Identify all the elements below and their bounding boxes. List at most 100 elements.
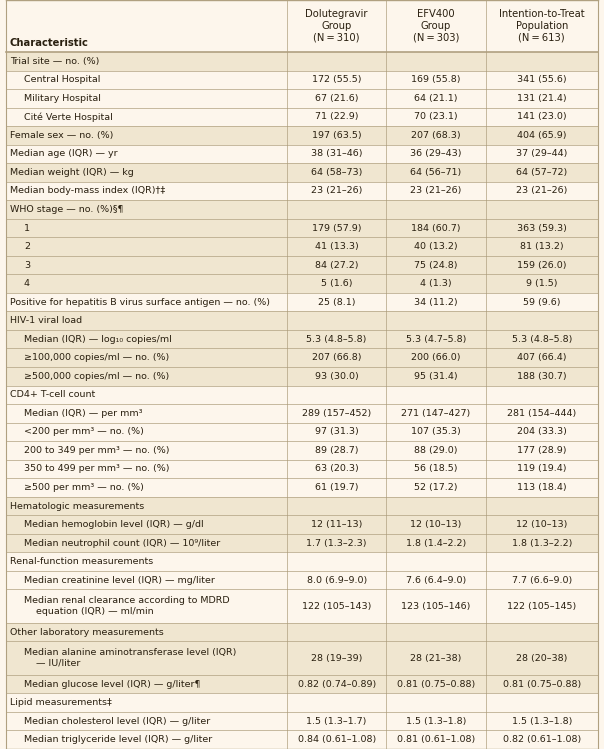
- Bar: [6, 70, 598, 89]
- Text: 0.81 (0.75–0.88): 0.81 (0.75–0.88): [397, 679, 475, 688]
- Text: 52 (17.2): 52 (17.2): [414, 483, 458, 492]
- Text: 1.7 (1.3–2.3): 1.7 (1.3–2.3): [306, 539, 367, 548]
- Text: Median (IQR) — per mm³: Median (IQR) — per mm³: [24, 409, 143, 418]
- Bar: [6, 348, 598, 367]
- Text: 122 (105–145): 122 (105–145): [507, 601, 576, 610]
- Text: 363 (59.3): 363 (59.3): [517, 223, 567, 232]
- Text: 23 (21–26): 23 (21–26): [516, 187, 567, 195]
- Text: 89 (28.7): 89 (28.7): [315, 446, 358, 455]
- Bar: [6, 386, 598, 404]
- Bar: [6, 52, 598, 70]
- Text: 4: 4: [24, 279, 30, 288]
- Text: 37 (29–44): 37 (29–44): [516, 149, 567, 159]
- Bar: [6, 497, 598, 515]
- Text: 12 (10–13): 12 (10–13): [410, 520, 461, 529]
- Bar: [6, 145, 598, 163]
- Text: ≥500,000 copies/ml — no. (%): ≥500,000 copies/ml — no. (%): [24, 372, 169, 380]
- Text: 28 (21–38): 28 (21–38): [410, 654, 461, 663]
- Text: 113 (18.4): 113 (18.4): [517, 483, 567, 492]
- Bar: [6, 478, 598, 497]
- Text: 141 (23.0): 141 (23.0): [517, 112, 567, 121]
- Text: 2: 2: [24, 242, 30, 251]
- Text: Median age (IQR) — yr: Median age (IQR) — yr: [10, 149, 118, 159]
- Text: Female sex — no. (%): Female sex — no. (%): [10, 131, 114, 140]
- Text: 271 (147–427): 271 (147–427): [401, 409, 471, 418]
- Bar: [6, 441, 598, 460]
- Text: 75 (24.8): 75 (24.8): [414, 261, 458, 270]
- Text: 107 (35.3): 107 (35.3): [411, 428, 461, 437]
- Text: 84 (27.2): 84 (27.2): [315, 261, 358, 270]
- Text: 81 (13.2): 81 (13.2): [520, 242, 564, 251]
- Bar: [6, 641, 598, 675]
- Text: Military Hospital: Military Hospital: [24, 94, 101, 103]
- Text: Dolutegravir
Group
(N = 310): Dolutegravir Group (N = 310): [306, 10, 368, 43]
- Bar: [6, 367, 598, 386]
- Bar: [6, 404, 598, 422]
- Text: Positive for hepatitis B virus surface antigen — no. (%): Positive for hepatitis B virus surface a…: [10, 297, 270, 306]
- Text: 64 (58–73): 64 (58–73): [311, 168, 362, 177]
- Text: 0.81 (0.61–1.08): 0.81 (0.61–1.08): [397, 736, 475, 745]
- Text: 9 (1.5): 9 (1.5): [526, 279, 557, 288]
- Text: 131 (21.4): 131 (21.4): [517, 94, 567, 103]
- Text: 95 (31.4): 95 (31.4): [414, 372, 458, 380]
- Text: 122 (105–143): 122 (105–143): [302, 601, 371, 610]
- Text: Median creatinine level (IQR) — mg/liter: Median creatinine level (IQR) — mg/liter: [24, 576, 215, 585]
- Text: 169 (55.8): 169 (55.8): [411, 76, 460, 85]
- Bar: [6, 256, 598, 274]
- Bar: [6, 108, 598, 126]
- Text: 4 (1.3): 4 (1.3): [420, 279, 452, 288]
- Bar: [6, 330, 598, 348]
- Text: 41 (13.3): 41 (13.3): [315, 242, 359, 251]
- Text: 123 (105–146): 123 (105–146): [401, 601, 471, 610]
- Text: Hematologic measurements: Hematologic measurements: [10, 502, 144, 511]
- Text: Lipid measurements‡: Lipid measurements‡: [10, 698, 112, 707]
- Text: 12 (11–13): 12 (11–13): [311, 520, 362, 529]
- Text: 64 (56–71): 64 (56–71): [410, 168, 461, 177]
- Text: 5 (1.6): 5 (1.6): [321, 279, 352, 288]
- Text: 88 (29.0): 88 (29.0): [414, 446, 458, 455]
- Text: Median cholesterol level (IQR) — g/liter: Median cholesterol level (IQR) — g/liter: [24, 717, 210, 726]
- Text: 97 (31.3): 97 (31.3): [315, 428, 359, 437]
- Text: 34 (11.2): 34 (11.2): [414, 297, 458, 306]
- Bar: [6, 422, 598, 441]
- Bar: [6, 552, 598, 571]
- Text: 184 (60.7): 184 (60.7): [411, 223, 460, 232]
- Text: 0.84 (0.61–1.08): 0.84 (0.61–1.08): [298, 736, 376, 745]
- Bar: [6, 675, 598, 694]
- Text: Cité Verte Hospital: Cité Verte Hospital: [24, 112, 113, 121]
- Text: 1.8 (1.4–2.2): 1.8 (1.4–2.2): [406, 539, 466, 548]
- Text: Central Hospital: Central Hospital: [24, 76, 100, 85]
- Text: 281 (154–444): 281 (154–444): [507, 409, 576, 418]
- Text: 0.81 (0.75–0.88): 0.81 (0.75–0.88): [503, 679, 581, 688]
- Text: 188 (30.7): 188 (30.7): [517, 372, 567, 380]
- Text: 204 (33.3): 204 (33.3): [517, 428, 567, 437]
- Text: 119 (19.4): 119 (19.4): [517, 464, 567, 473]
- Text: 70 (23.1): 70 (23.1): [414, 112, 458, 121]
- Text: 1.5 (1.3–1.8): 1.5 (1.3–1.8): [406, 717, 466, 726]
- Text: 8.0 (6.9–9.0): 8.0 (6.9–9.0): [306, 576, 367, 585]
- Text: 1: 1: [24, 223, 30, 232]
- Bar: [6, 89, 598, 108]
- Bar: [6, 219, 598, 237]
- Text: CD4+ T-cell count: CD4+ T-cell count: [10, 390, 95, 399]
- Text: 1.5 (1.3–1.7): 1.5 (1.3–1.7): [306, 717, 367, 726]
- Text: 7.6 (6.4–9.0): 7.6 (6.4–9.0): [406, 576, 466, 585]
- Text: 67 (21.6): 67 (21.6): [315, 94, 358, 103]
- Text: 61 (19.7): 61 (19.7): [315, 483, 358, 492]
- Text: 159 (26.0): 159 (26.0): [517, 261, 567, 270]
- Text: 404 (65.9): 404 (65.9): [517, 131, 567, 140]
- Bar: [6, 293, 598, 312]
- Text: 93 (30.0): 93 (30.0): [315, 372, 359, 380]
- Bar: [6, 200, 598, 219]
- Bar: [6, 712, 598, 730]
- Bar: [6, 312, 598, 330]
- Text: 64 (57–72): 64 (57–72): [516, 168, 567, 177]
- Text: <200 per mm³ — no. (%): <200 per mm³ — no. (%): [24, 428, 144, 437]
- Text: 172 (55.5): 172 (55.5): [312, 76, 361, 85]
- Text: Median renal clearance according to MDRD
    equation (IQR) — ml/min: Median renal clearance according to MDRD…: [24, 596, 230, 616]
- Text: Median alanine aminotransferase level (IQR)
    — IU/liter: Median alanine aminotransferase level (I…: [24, 649, 236, 668]
- Text: Characteristic: Characteristic: [10, 38, 89, 48]
- Bar: [6, 589, 598, 623]
- Bar: [6, 182, 598, 200]
- Text: 407 (66.4): 407 (66.4): [517, 354, 567, 363]
